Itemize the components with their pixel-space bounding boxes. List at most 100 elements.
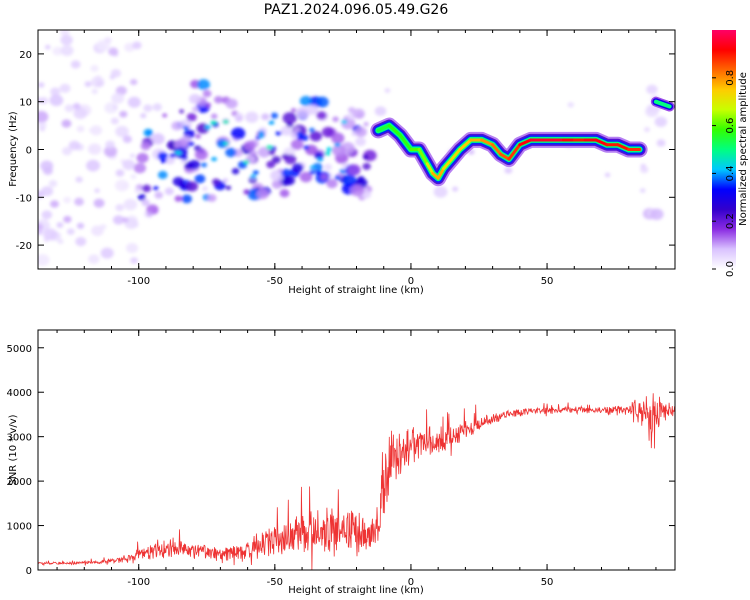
spectrogram-speckle: [52, 46, 63, 56]
colorbar-gradient: [712, 30, 736, 269]
snr-ytick-label: 2000: [7, 477, 32, 488]
spectrogram-core: [188, 141, 195, 146]
spectrogram-speckle: [292, 163, 304, 173]
spectrogram-core: [334, 142, 341, 147]
spectrogram-speckle: [188, 93, 202, 105]
spectrogram-speckle: [94, 188, 100, 193]
spectrogram-speckle: [235, 115, 243, 122]
spectrogram-core: [258, 130, 265, 135]
spectrogram-speckle: [74, 197, 84, 206]
spectrogram-speckle: [152, 103, 162, 111]
spectrogram-speckle: [299, 171, 313, 183]
spectrogram-speckle: [44, 44, 51, 50]
spectrogram-core: [222, 141, 229, 146]
ridge-segment: [518, 138, 533, 147]
spectrogram-speckle: [140, 113, 147, 119]
spectrogram-core: [204, 125, 211, 130]
spectrogram-speckle: [129, 78, 138, 86]
spectrogram-speckle: [347, 164, 361, 176]
snr-ylabel: SNR (10 * v/v): [8, 414, 19, 485]
spectrogram-speckle: [231, 127, 246, 140]
ridge-segment: [425, 162, 435, 175]
spectrogram-speckle: [312, 162, 323, 172]
spectrogram-speckle: [103, 145, 118, 157]
snr-xtick-label: 50: [541, 577, 554, 588]
spectrogram-speckle: [60, 34, 73, 46]
spectrogram-speckle: [90, 64, 99, 72]
colorbar: 0.0 0.2 0.4 0.6 0.8 Normalized spectral ampl…: [712, 30, 749, 277]
spectrogram-speckle: [124, 42, 135, 52]
spectrogram-ytick-label: -20: [16, 241, 32, 252]
spectrogram-speckle: [143, 104, 153, 112]
spectrogram-core: [303, 145, 310, 150]
ridge-segment: [458, 138, 473, 151]
spectrogram-speckle: [282, 112, 297, 124]
spectrogram-speckle: [130, 153, 135, 158]
spectrogram-speckle: [70, 60, 81, 69]
spectrogram-speckle: [60, 30, 70, 36]
spectrogram-speckle: [293, 127, 301, 133]
spectrogram-core: [250, 174, 257, 179]
spectrogram-speckle: [180, 159, 186, 164]
spectrogram-xtick-label: -50: [267, 276, 283, 287]
spectrogram-speckle: [326, 178, 338, 189]
spectrogram-speckle: [38, 223, 44, 231]
spectrogram-speckle: [171, 121, 183, 131]
spectrogram-speckle: [181, 194, 193, 204]
ridge-segment: [417, 148, 429, 166]
spectrogram-speckle: [76, 125, 85, 133]
spectrogram-speckle: [63, 196, 71, 204]
spectrogram-speckle: [104, 37, 112, 44]
spectrogram-speckle: [88, 128, 95, 133]
spectrogram-speckle: [133, 162, 147, 174]
ridge-segment: [398, 133, 413, 151]
spectrogram-core: [258, 134, 265, 139]
colorbar-tick-label: 0.8: [725, 70, 736, 86]
ridge-segment: [480, 138, 495, 147]
spectrogram-speckle: [261, 113, 270, 121]
spectrogram-speckle: [271, 156, 281, 164]
spectrogram-ytick-label: -10: [16, 193, 32, 204]
spectrogram-speckle: [145, 130, 153, 136]
spectrogram-xtick-label: 50: [541, 276, 554, 287]
spectrogram-core: [182, 125, 189, 130]
spectrogram-speckle: [332, 116, 339, 122]
spectrogram-speckle: [281, 168, 292, 178]
spectrogram-ticks: -100 -50 0 50 20 10 0 -10 -20: [16, 30, 675, 287]
colorbar-tick-label: 0.2: [725, 213, 736, 229]
spectrogram-speckle: [72, 103, 81, 110]
spectrogram-speckle: [134, 188, 141, 194]
spectrogram-speckle: [66, 228, 75, 235]
spectrogram-speckle: [452, 186, 459, 192]
colorbar-tick-label: 0.0: [725, 261, 736, 277]
spectrogram-speckle: [646, 84, 658, 95]
spectrogram-speckle: [141, 199, 150, 207]
spectrogram-speckle: [644, 127, 650, 133]
spectrogram-core: [317, 157, 324, 162]
spectrogram-speckle: [38, 82, 45, 88]
spectrogram-speckle: [165, 156, 175, 165]
spectrogram-speckle: [100, 247, 114, 259]
spectrogram-speckle: [202, 186, 208, 191]
spectrogram-speckle: [243, 189, 250, 195]
spectrogram-speckle: [567, 102, 574, 108]
spectrogram-speckle: [266, 160, 276, 169]
spectrogram-speckle: [300, 134, 309, 142]
spectrogram-speckle: [119, 110, 128, 118]
snr-series: [38, 393, 675, 570]
spectrogram-speckle: [295, 107, 310, 119]
snr-xtick-label: -50: [267, 577, 283, 588]
ridge-segment: [442, 157, 454, 171]
spectrogram-speckle: [309, 127, 315, 133]
spectrogram-speckle: [60, 45, 74, 56]
spectrogram-speckle: [257, 146, 271, 158]
spectrogram-core: [160, 159, 167, 164]
ridge-segment: [376, 124, 391, 132]
spectrogram-speckle: [281, 153, 289, 160]
spectrogram-speckle: [122, 159, 135, 171]
colorbar-tick-label: 0.6: [725, 118, 736, 134]
spectrogram-speckle: [225, 147, 237, 158]
spectrogram-speckle: [197, 79, 211, 90]
spectrogram-speckle: [73, 107, 88, 120]
spectrogram-speckle: [216, 138, 228, 148]
